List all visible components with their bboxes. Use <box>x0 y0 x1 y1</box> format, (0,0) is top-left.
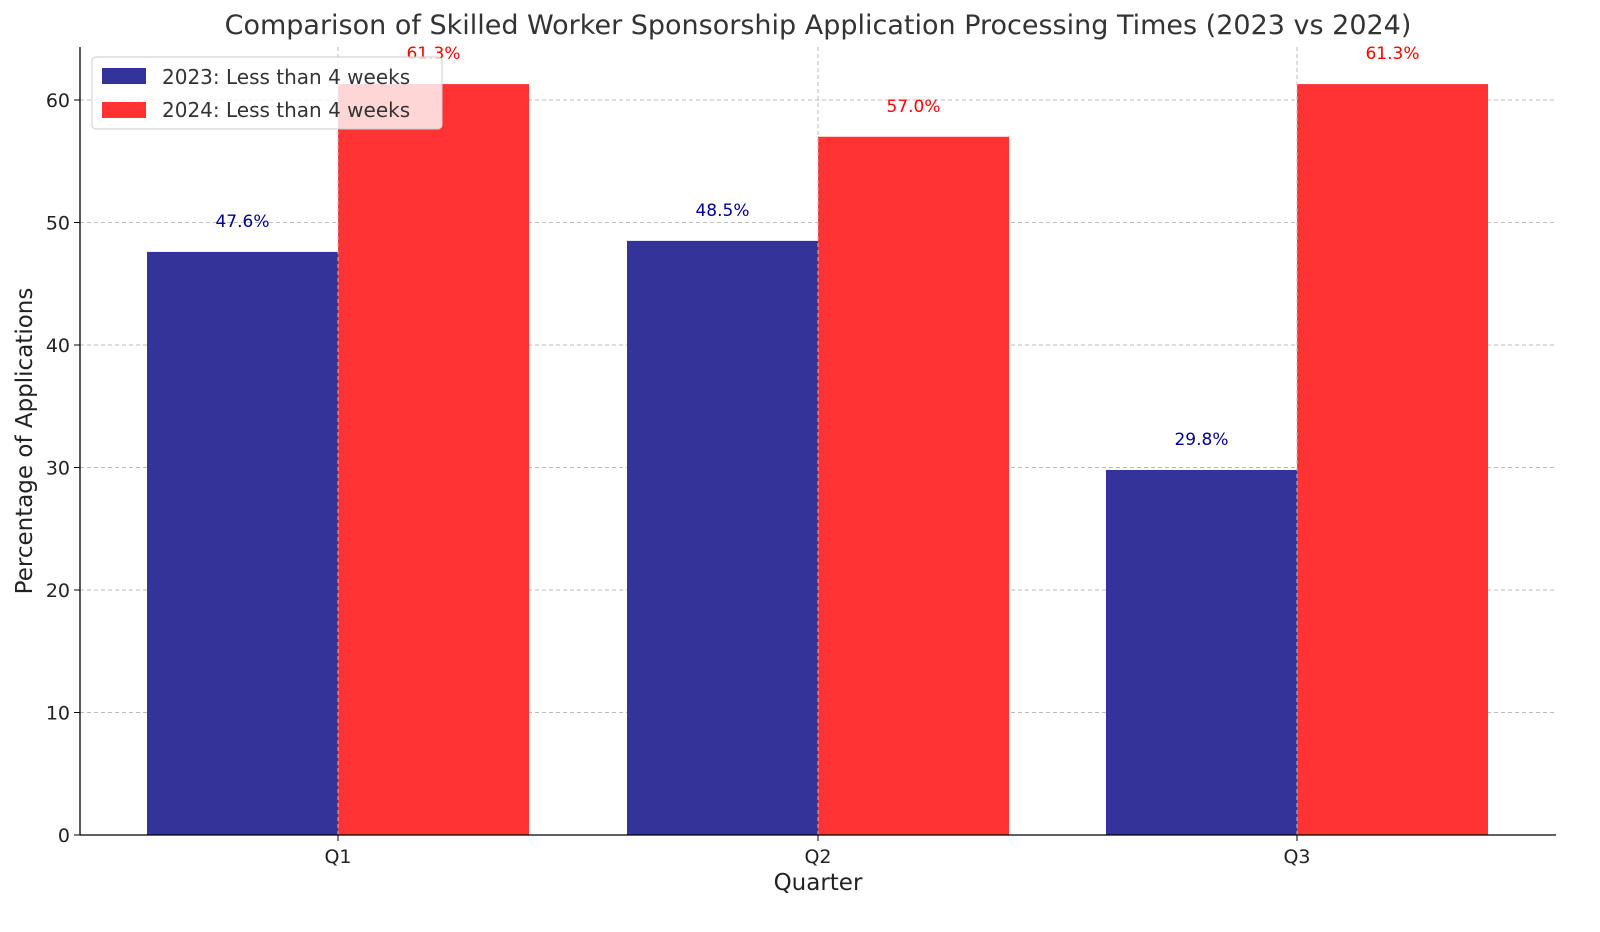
legend-swatch-2024 <box>102 102 146 118</box>
y-tick-label: 0 <box>58 825 70 847</box>
y-ticks: 0 10 20 30 40 50 60 <box>46 90 80 847</box>
x-axis-label: Quarter <box>774 870 863 896</box>
legend-label-2023: 2023: Less than 4 weeks <box>162 65 410 89</box>
bars <box>147 84 1488 835</box>
data-labels: 47.6%61.3%48.5%57.0%29.8%61.3% <box>215 44 1419 450</box>
x-tick-label: Q2 <box>804 846 831 868</box>
y-tick-label: 10 <box>46 703 70 725</box>
data-label: 47.6% <box>215 212 269 232</box>
bar-q2-2023 <box>627 240 818 835</box>
legend-swatch-2023 <box>102 68 146 84</box>
x-ticks: Q1 Q2 Q3 <box>324 835 1311 868</box>
y-tick-label: 30 <box>46 458 70 480</box>
vertical-grid <box>337 47 1298 835</box>
data-label: 61.3% <box>1365 44 1419 64</box>
bar-q3-2024 <box>1297 84 1488 835</box>
legend: 2023: Less than 4 weeks 2024: Less than … <box>91 56 443 130</box>
data-label: 29.8% <box>1174 430 1228 450</box>
legend-box <box>91 56 443 130</box>
y-tick-label: 40 <box>46 335 70 357</box>
bar-q2-2024 <box>818 136 1009 835</box>
y-tick-label: 50 <box>46 213 70 235</box>
data-label: 57.0% <box>886 97 940 117</box>
chart-title: Comparison of Skilled Worker Sponsorship… <box>225 10 1412 41</box>
y-tick-label: 20 <box>46 580 70 602</box>
legend-label-2024: 2024: Less than 4 weeks <box>162 98 410 122</box>
y-tick-label: 60 <box>46 90 70 112</box>
data-label: 48.5% <box>695 201 749 221</box>
bar-q3-2023 <box>1106 469 1297 835</box>
bar-q1-2024 <box>338 84 529 835</box>
bar-q1-2023 <box>147 251 338 835</box>
x-tick-label: Q1 <box>324 846 351 868</box>
y-axis-label: Percentage of Applications <box>12 288 38 595</box>
x-tick-label: Q3 <box>1283 846 1310 868</box>
